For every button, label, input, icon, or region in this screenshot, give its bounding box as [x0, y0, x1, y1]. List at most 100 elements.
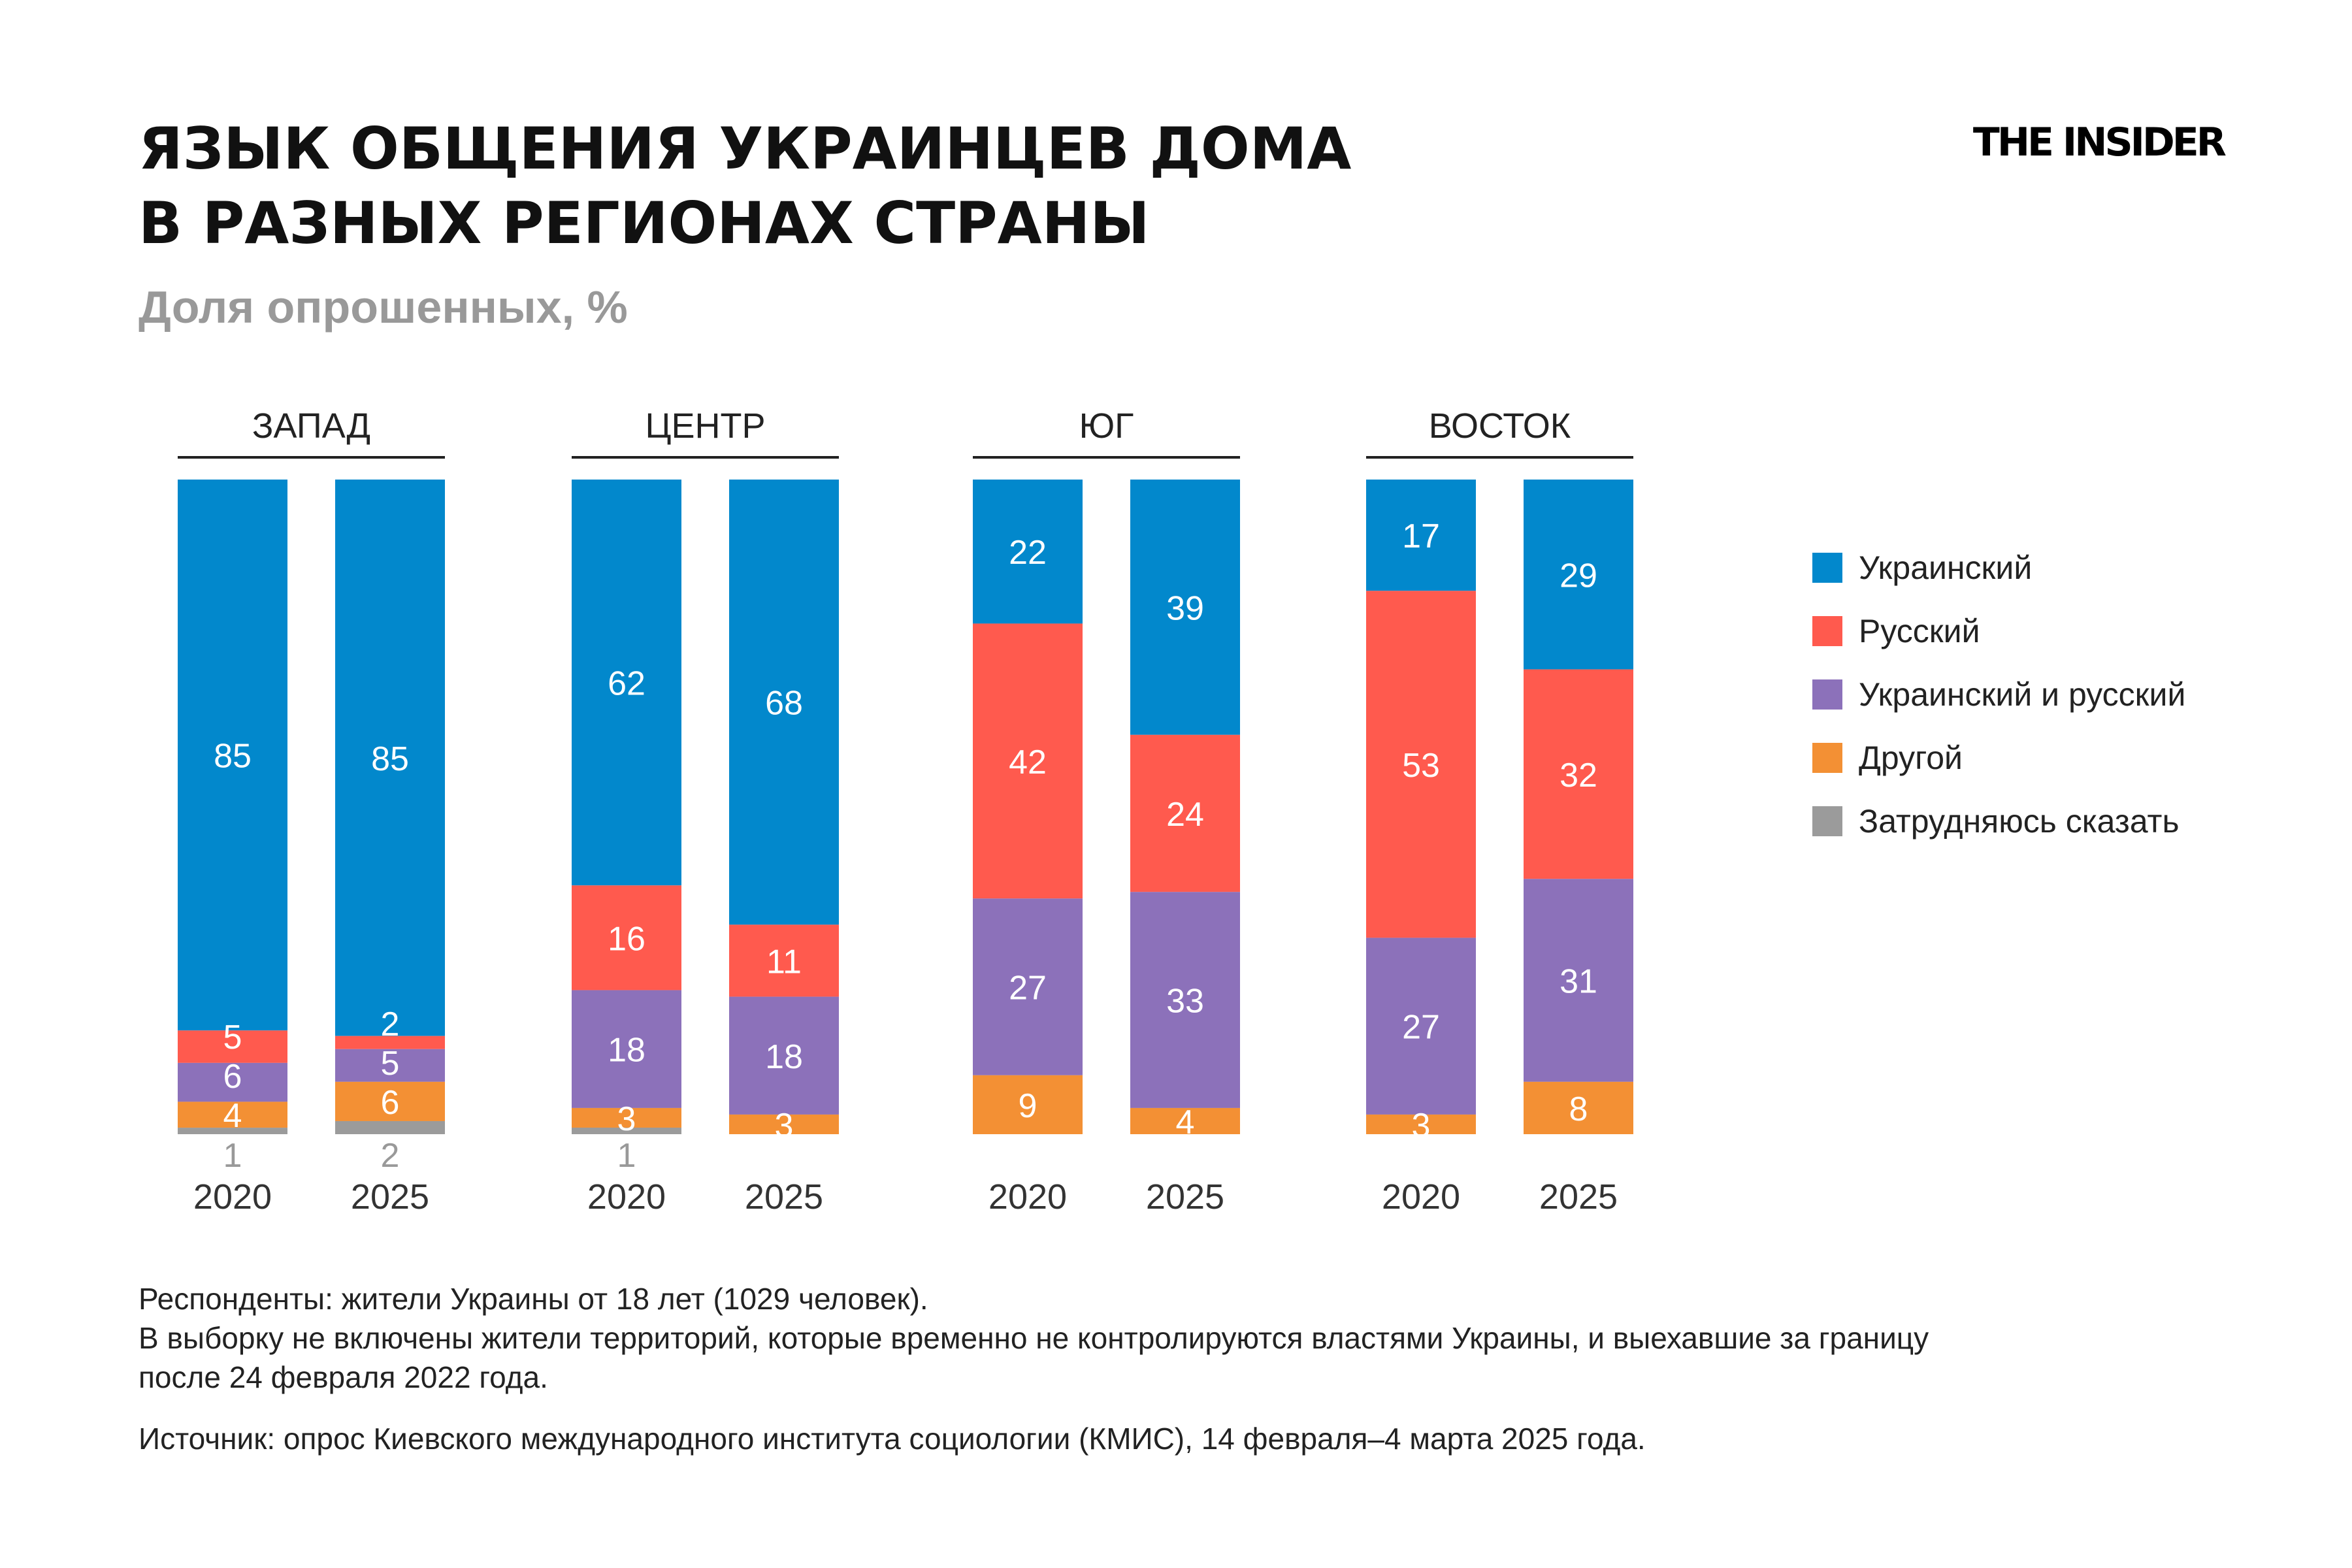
region-label: ЗАПАД — [252, 406, 370, 446]
bar-segment — [178, 1062, 287, 1102]
data-label: 16 — [608, 920, 645, 958]
bar-segment — [973, 1075, 1083, 1134]
bar-segment — [335, 1049, 445, 1082]
bar-segment — [1524, 879, 1633, 1082]
data-label: 8 — [1569, 1090, 1588, 1128]
region-label: ЮГ — [1079, 406, 1134, 446]
data-label: 39 — [1166, 589, 1204, 627]
data-label: 2 — [381, 1005, 400, 1043]
region-label: ВОСТОК — [1429, 406, 1571, 446]
bar-segment — [572, 480, 681, 886]
year-label: 2020 — [193, 1177, 272, 1217]
data-label: 33 — [1166, 983, 1204, 1021]
bar-segment — [572, 990, 681, 1108]
title-line-1: ЯЗЫК ОБЩЕНИЯ УКРАИНЦЕВ ДОМА — [139, 115, 1351, 182]
bar-segment — [1130, 892, 1240, 1108]
bar-segment — [973, 898, 1083, 1075]
legend-swatch — [1812, 679, 1842, 710]
bar-segment — [1366, 1114, 1476, 1134]
legend-label: Русский — [1859, 613, 1980, 649]
note-exclusion-2: после 24 февраля 2022 года. — [139, 1360, 548, 1394]
bar-segment — [729, 1114, 839, 1134]
bar-segment — [1366, 480, 1476, 591]
data-label: 62 — [608, 665, 645, 703]
data-label: 68 — [765, 685, 803, 723]
data-label: 22 — [1009, 534, 1047, 572]
data-label: 5 — [381, 1045, 400, 1083]
legend-swatch — [1812, 743, 1842, 773]
data-label: 53 — [1402, 747, 1440, 785]
bar-segment — [729, 996, 839, 1115]
data-label: 29 — [1560, 557, 1597, 595]
data-label: 6 — [381, 1084, 400, 1122]
year-label: 2020 — [988, 1177, 1067, 1217]
legend-label: Украинский — [1859, 549, 2032, 586]
legend: Украинский Русский Украинский и русский Дру… — [1812, 549, 2185, 840]
bar-segment — [1366, 938, 1476, 1115]
data-label: 32 — [1560, 757, 1597, 794]
bar-segment — [335, 480, 445, 1036]
bar-segment — [1366, 591, 1476, 938]
group-3: ВОСТОК 17 53 27 3 2020 29 32 31 8 2025 — [1366, 406, 1633, 1217]
data-label: 3 — [775, 1107, 794, 1145]
bar-segment — [572, 1127, 681, 1134]
bar-segment — [335, 1120, 445, 1134]
bar-segment — [1130, 480, 1240, 735]
bar-segment — [729, 480, 839, 925]
data-label: 85 — [371, 740, 409, 778]
bar-segment — [1524, 669, 1633, 879]
data-label: 11 — [766, 943, 802, 981]
data-label: 31 — [1560, 963, 1597, 1001]
title-line-2: В РАЗНЫХ РЕГИОНАХ СТРАНЫ — [139, 189, 1150, 257]
note-source: Источник: опрос Киевского международного… — [139, 1422, 1646, 1456]
year-label: 2025 — [745, 1177, 823, 1217]
group-1: ЦЕНТР 1 62 16 18 3 2020 68 11 18 3 2025 — [572, 406, 839, 1217]
group-2: ЮГ 22 42 27 9 2020 39 24 33 4 2025 — [973, 406, 1240, 1217]
data-label: 9 — [1019, 1087, 1037, 1125]
legend-label: Затрудняюсь сказать — [1859, 803, 2180, 840]
year-label: 2025 — [1539, 1177, 1618, 1217]
data-label: 85 — [214, 738, 252, 776]
data-label: 42 — [1009, 743, 1047, 781]
data-label: 1 — [223, 1137, 242, 1175]
data-label: 27 — [1402, 1009, 1440, 1047]
data-label: 4 — [223, 1097, 242, 1135]
data-label: 17 — [1402, 517, 1440, 555]
bar-segment — [178, 1030, 287, 1063]
legend-swatch — [1812, 806, 1842, 836]
bar-segment — [1130, 734, 1240, 892]
note-exclusion-1: В выборку не включены жители территорий,… — [139, 1321, 1929, 1355]
legend-swatch — [1812, 616, 1842, 646]
bar-segment — [335, 1036, 445, 1049]
year-label: 2025 — [1146, 1177, 1224, 1217]
data-label: 4 — [1176, 1103, 1195, 1141]
bar-segment — [178, 480, 287, 1031]
bar-segment — [973, 623, 1083, 899]
legend-swatch — [1812, 553, 1842, 583]
bar-segment — [1524, 1081, 1633, 1134]
year-label: 2025 — [351, 1177, 429, 1217]
year-label: 2020 — [587, 1177, 666, 1217]
note-respondents: Респонденты: жители Украины от 18 лет (1… — [139, 1282, 928, 1316]
logo-the-insider: THE INSIDER — [1973, 120, 2226, 165]
bar-segment — [178, 1128, 287, 1134]
data-label: 3 — [617, 1100, 636, 1138]
data-label: 1 — [617, 1137, 636, 1175]
bar-segment — [572, 1107, 681, 1128]
bar-groups: ЗАПАД18556420202852562025ЦЕНТР1621618320… — [178, 406, 1633, 1217]
data-label: 18 — [608, 1032, 645, 1070]
bar-segment — [973, 480, 1083, 624]
legend-label: Другой — [1859, 740, 1963, 776]
data-label: 3 — [1412, 1107, 1431, 1145]
region-label: ЦЕНТР — [645, 406, 766, 446]
bar-segment — [572, 885, 681, 990]
legend-label: Украинский и русский — [1859, 676, 2185, 713]
subtitle: Доля опрошенных, % — [139, 282, 628, 333]
bar-segment — [729, 924, 839, 997]
bar-segment — [335, 1081, 445, 1121]
data-label: 6 — [223, 1058, 242, 1096]
year-label: 2020 — [1382, 1177, 1460, 1217]
bar-segment — [1524, 480, 1633, 670]
bar-segment — [1130, 1107, 1240, 1134]
